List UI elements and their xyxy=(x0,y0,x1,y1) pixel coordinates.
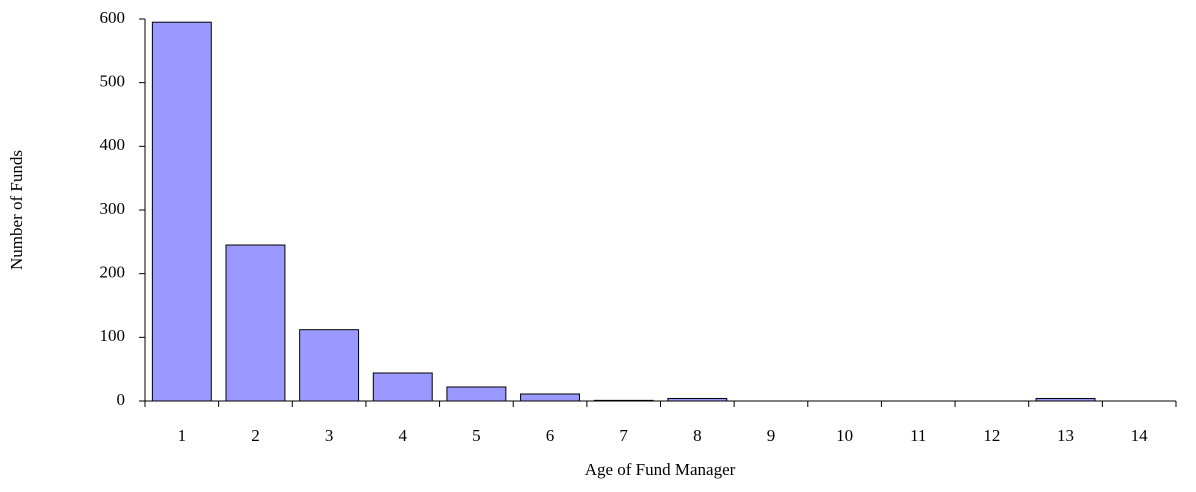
bar xyxy=(520,393,580,402)
y-tick-label: 400 xyxy=(100,135,126,154)
bar xyxy=(372,372,433,402)
y-tick-label: 100 xyxy=(100,326,126,345)
bar xyxy=(446,386,507,402)
y-tick-label: 200 xyxy=(100,263,126,282)
y-tick-label: 0 xyxy=(117,390,126,409)
x-tick-label: 5 xyxy=(472,426,481,445)
y-tick-label: 600 xyxy=(100,8,126,27)
x-tick-label: 1 xyxy=(178,426,187,445)
x-axis-title: Age of Fund Manager xyxy=(585,460,736,479)
x-tick-label: 12 xyxy=(983,426,1000,445)
x-tick-label: 13 xyxy=(1057,426,1074,445)
y-axis-title: Number of Funds xyxy=(7,150,26,270)
x-tick-label: 4 xyxy=(399,426,408,445)
x-tick-label: 2 xyxy=(251,426,260,445)
bar xyxy=(299,329,360,402)
x-tick-label: 7 xyxy=(619,426,628,445)
x-tick-label: 3 xyxy=(325,426,334,445)
bar xyxy=(225,244,286,402)
y-tick-label: 300 xyxy=(100,199,126,218)
x-tick-label: 10 xyxy=(836,426,853,445)
x-tick-label: 6 xyxy=(546,426,555,445)
x-tick-label: 9 xyxy=(767,426,776,445)
x-tick-label: 14 xyxy=(1131,426,1149,445)
x-tick-label: 11 xyxy=(910,426,926,445)
y-tick-label: 500 xyxy=(100,72,126,91)
bar xyxy=(151,21,212,402)
x-tick-label: 8 xyxy=(693,426,702,445)
